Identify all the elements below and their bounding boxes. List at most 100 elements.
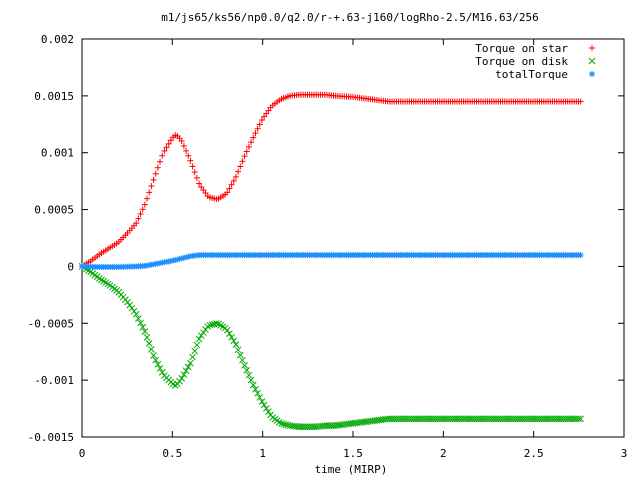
data-point: [258, 117, 265, 124]
data-point: [158, 369, 166, 376]
data-point: [228, 181, 235, 188]
series-torque-on-star: [79, 91, 584, 270]
legend-item: totalTorque: [495, 68, 595, 81]
data-point: [154, 164, 161, 171]
data-point: [148, 346, 155, 353]
data-point: [144, 195, 151, 202]
data-point: [183, 147, 190, 154]
data-point: [241, 362, 248, 369]
data-point: [184, 363, 192, 371]
series-totaltorque: [79, 252, 584, 270]
x-axis: 0 0.5 1 1.5 2 2.5 3: [79, 39, 628, 460]
data-point: [206, 321, 214, 329]
legend-marker: [588, 57, 596, 65]
data-point: [180, 371, 188, 378]
data-point: [196, 180, 203, 187]
data-point: [161, 147, 168, 154]
y-tick-label: -0.0005: [28, 317, 74, 330]
data-point: [243, 366, 251, 374]
data-point: [254, 125, 261, 132]
data-point: [156, 364, 164, 372]
data-point: [148, 183, 155, 190]
data-point: [132, 310, 140, 318]
data-point: [278, 420, 285, 427]
data-point: [198, 184, 205, 191]
x-tick-label: 3: [621, 447, 628, 460]
data-point: [241, 153, 248, 160]
data-point: [154, 360, 162, 368]
y-tick-label: 0.0005: [34, 204, 74, 217]
data-point: [137, 210, 144, 217]
data-point: [252, 385, 259, 393]
data-point: [256, 121, 263, 128]
data-point: [577, 252, 584, 259]
data-point: [139, 206, 146, 213]
data-point: [232, 173, 239, 180]
data-point: [197, 332, 205, 339]
data-point: [152, 356, 160, 364]
data-point: [124, 298, 131, 306]
data-point: [282, 421, 290, 428]
data-point: [577, 415, 584, 423]
data-point: [250, 134, 257, 141]
data-point: [254, 389, 261, 397]
y-tick-label: 0: [67, 260, 74, 273]
data-point: [163, 144, 170, 151]
data-point: [265, 107, 272, 114]
data-point: [159, 152, 166, 159]
data-point: [137, 319, 144, 327]
data-point: [247, 376, 255, 384]
data-point: [200, 329, 207, 336]
x-tick-label: 1.5: [343, 447, 363, 460]
data-point: [239, 356, 246, 364]
data-point: [230, 177, 237, 184]
x-tick-label: 1: [259, 447, 266, 460]
y-tick-label: 0.001: [41, 147, 74, 160]
data-point: [223, 326, 231, 334]
data-point: [261, 113, 268, 120]
data-point: [237, 163, 244, 170]
data-point: [189, 163, 196, 170]
data-point: [191, 169, 198, 176]
chart-title: m1/js65/ks56/np0.0/q2.0/r-+.63-j160/logR…: [161, 11, 539, 24]
legend-marker: [589, 45, 595, 51]
data-point: [243, 148, 250, 155]
data-point: [133, 220, 140, 227]
data-point: [239, 158, 246, 165]
data-point: [178, 375, 186, 382]
data-point: [146, 189, 153, 196]
data-point: [126, 301, 134, 309]
data-point: [230, 337, 238, 345]
data-point: [185, 152, 192, 159]
data-point: [150, 352, 157, 359]
data-point: [228, 333, 235, 341]
data-point: [280, 420, 287, 428]
data-point: [193, 341, 201, 349]
series-torque-on-disk: [78, 263, 584, 431]
legend-label: totalTorque: [495, 68, 568, 81]
data-point: [191, 347, 199, 355]
data-point: [252, 130, 259, 137]
data-point: [200, 187, 207, 194]
data-point: [577, 98, 584, 105]
data-point: [152, 170, 159, 177]
y-tick-label: -0.001: [34, 374, 74, 387]
data-point: [265, 408, 272, 415]
legend-marker: [589, 71, 595, 77]
data-point: [178, 138, 185, 145]
data-point: [208, 321, 216, 329]
data-point: [135, 315, 142, 322]
data-point: [143, 334, 151, 341]
data-point: [157, 158, 164, 165]
data-point: [176, 377, 183, 385]
data-point: [226, 330, 233, 338]
data-point: [135, 215, 142, 222]
data-point: [182, 367, 190, 375]
data-point: [245, 371, 253, 379]
data-point: [139, 323, 147, 331]
data-point: [213, 320, 220, 327]
data-point: [150, 176, 157, 183]
data-point: [249, 381, 257, 389]
data-point: [195, 335, 203, 343]
